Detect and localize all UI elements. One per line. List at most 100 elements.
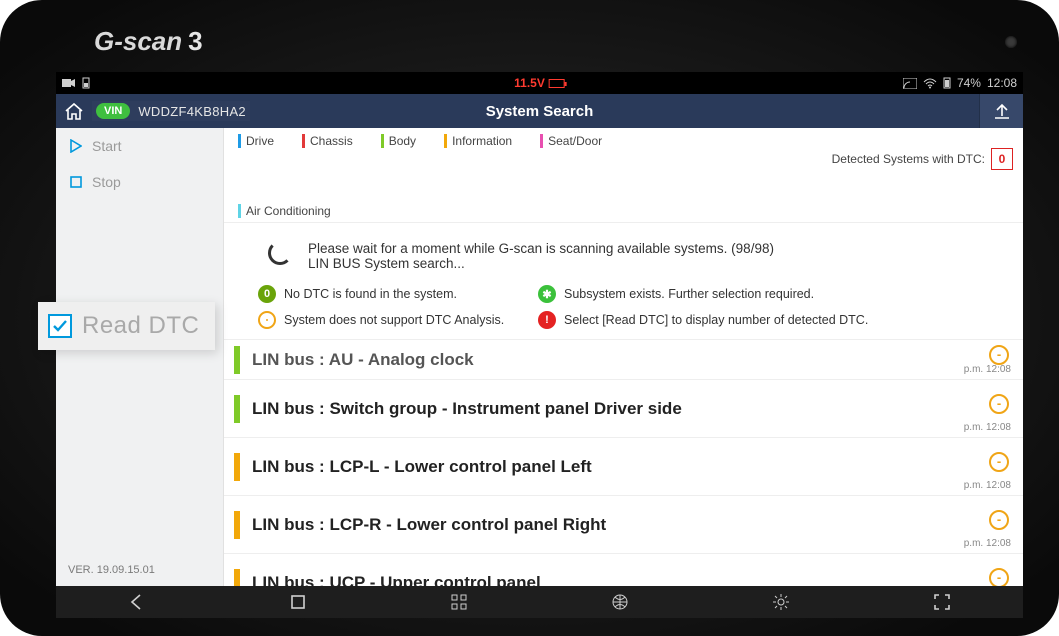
home-icon (64, 102, 84, 120)
main-panel: Drive Chassis Body Information Seat/Door Air … (224, 128, 1023, 586)
row-status-icon (989, 394, 1009, 414)
nav-settings[interactable] (761, 593, 801, 611)
row-name: LIN bus : AU - Analog clock (252, 350, 989, 370)
camera-dot (1005, 36, 1017, 48)
key-subsystem-icon: ✱ (538, 285, 556, 303)
key-readdtc-icon: ! (538, 311, 556, 329)
key-nodtc: No DTC is found in the system. (284, 287, 457, 301)
sidebar: Start Stop VER. 19.09.15.01 (56, 128, 224, 586)
fullscreen-icon (933, 593, 951, 611)
legend-color-bar (540, 134, 543, 148)
android-statusbar: 11.5V 74% 12:08 (56, 72, 1023, 94)
row-name: LIN bus : UCP - Upper control panel (252, 573, 989, 587)
key-subsystem: Subsystem exists. Further selection requ… (564, 287, 814, 301)
scan-line2: LIN BUS System search... (308, 256, 774, 271)
gear-icon (772, 593, 790, 611)
clock-text: 12:08 (987, 76, 1017, 90)
camcorder-icon (62, 78, 76, 88)
legend-air-conditioning[interactable]: Air Conditioning (238, 204, 331, 218)
system-row[interactable]: LIN bus : Switch group - Instrument pane… (224, 380, 1023, 438)
row-time: p.m. 12:08 (964, 422, 1011, 433)
legend-information[interactable]: Information (444, 134, 512, 148)
voltage-text: 11.5V (514, 76, 545, 90)
sidebar-stop[interactable]: Stop (56, 164, 223, 200)
nav-recent[interactable] (278, 593, 318, 611)
cast-icon (903, 78, 917, 89)
legend-color-bar (238, 204, 241, 218)
legend-color-bar (444, 134, 447, 148)
page-title: System Search (486, 103, 594, 120)
key-nosupport-icon (258, 311, 276, 329)
read-dtc-label: Read DTC (82, 312, 199, 340)
row-name: LIN bus : Switch group - Instrument pane… (252, 399, 989, 419)
home-button[interactable] (56, 102, 92, 120)
battery-pct: 74% (957, 76, 981, 90)
row-time: p.m. 12:08 (964, 364, 1011, 375)
legend-area: Drive Chassis Body Information Seat/Door Air … (224, 128, 1023, 223)
legend-body[interactable]: Body (381, 134, 416, 148)
row-time: p.m. 12:08 (964, 538, 1011, 549)
legend-seat/door[interactable]: Seat/Door (540, 134, 602, 148)
read-dtc-overlay[interactable]: Read DTC (38, 302, 215, 350)
nav-back[interactable] (117, 593, 157, 611)
row-category-bar (234, 346, 240, 374)
row-status-icon (989, 452, 1009, 472)
apps-icon (450, 593, 468, 611)
system-row[interactable]: LIN bus : UCP - Upper control panelp.m. … (224, 554, 1023, 586)
key-nodtc-icon: 0 (258, 285, 276, 303)
globe-icon (611, 593, 629, 611)
low-battery-icon (549, 79, 565, 88)
row-name: LIN bus : LCP-R - Lower control panel Ri… (252, 515, 989, 535)
row-category-bar (234, 569, 240, 587)
legend-chassis[interactable]: Chassis (302, 134, 353, 148)
row-status-icon (989, 568, 1009, 587)
system-row[interactable]: LIN bus : AU - Analog clockp.m. 12:08 (224, 340, 1023, 380)
sidebar-stop-label: Stop (92, 174, 121, 190)
vin-value: WDDZF4KB8HA2 (138, 104, 246, 119)
nav-fullscreen[interactable] (922, 593, 962, 611)
sidebar-start[interactable]: Start (56, 128, 223, 164)
upload-icon (993, 102, 1011, 120)
brand-text: G-scan (94, 26, 182, 57)
legend-color-bar (381, 134, 384, 148)
nav-apps[interactable] (439, 593, 479, 611)
battery-small-icon (82, 77, 90, 89)
key-nosupport: System does not support DTC Analysis. (284, 313, 504, 327)
back-icon (128, 593, 146, 611)
nav-globe[interactable] (600, 593, 640, 611)
vin-chip[interactable]: VIN WDDZF4KB8HA2 (92, 101, 250, 121)
legend-color-bar (302, 134, 305, 148)
legend-keys: 0 No DTC is found in the system. ✱ Subsyst… (224, 285, 1023, 339)
wifi-icon (923, 78, 937, 89)
row-category-bar (234, 511, 240, 539)
stop-icon (70, 176, 82, 188)
system-row[interactable]: LIN bus : LCP-L - Lower control panel Le… (224, 438, 1023, 496)
legend-label: Chassis (310, 134, 353, 148)
row-time: p.m. 12:08 (964, 480, 1011, 491)
brand-model: 3 (188, 26, 202, 57)
row-name: LIN bus : LCP-L - Lower control panel Le… (252, 457, 989, 477)
row-status-icon (989, 345, 1009, 365)
system-list[interactable]: LIN bus : AU - Analog clockp.m. 12:08LIN… (224, 339, 1023, 586)
app-body: Start Stop VER. 19.09.15.01 Drive Chassis… (56, 128, 1023, 586)
read-dtc-checkbox[interactable] (48, 314, 72, 338)
legend-label: Drive (246, 134, 274, 148)
legend-label: Information (452, 134, 512, 148)
detected-dtc: Detected Systems with DTC: 0 (832, 148, 1013, 170)
app-titlebar: VIN WDDZF4KB8HA2 System Search (56, 94, 1023, 128)
system-row[interactable]: LIN bus : LCP-R - Lower control panel Ri… (224, 496, 1023, 554)
legend-label: Body (389, 134, 416, 148)
legend-drive[interactable]: Drive (238, 134, 274, 148)
up-button[interactable] (979, 94, 1023, 128)
vin-badge: VIN (96, 103, 130, 119)
legend-label: Seat/Door (548, 134, 602, 148)
device-brand: G-scan 3 (94, 26, 203, 57)
row-category-bar (234, 453, 240, 481)
android-navbar (56, 586, 1023, 618)
detected-value: 0 (991, 148, 1013, 170)
version-label: VER. 19.09.15.01 (68, 564, 155, 576)
battery-icon (943, 77, 951, 89)
check-icon (52, 318, 68, 334)
scan-status: Please wait for a moment while G-scan is… (224, 223, 1023, 285)
row-status-icon (989, 510, 1009, 530)
